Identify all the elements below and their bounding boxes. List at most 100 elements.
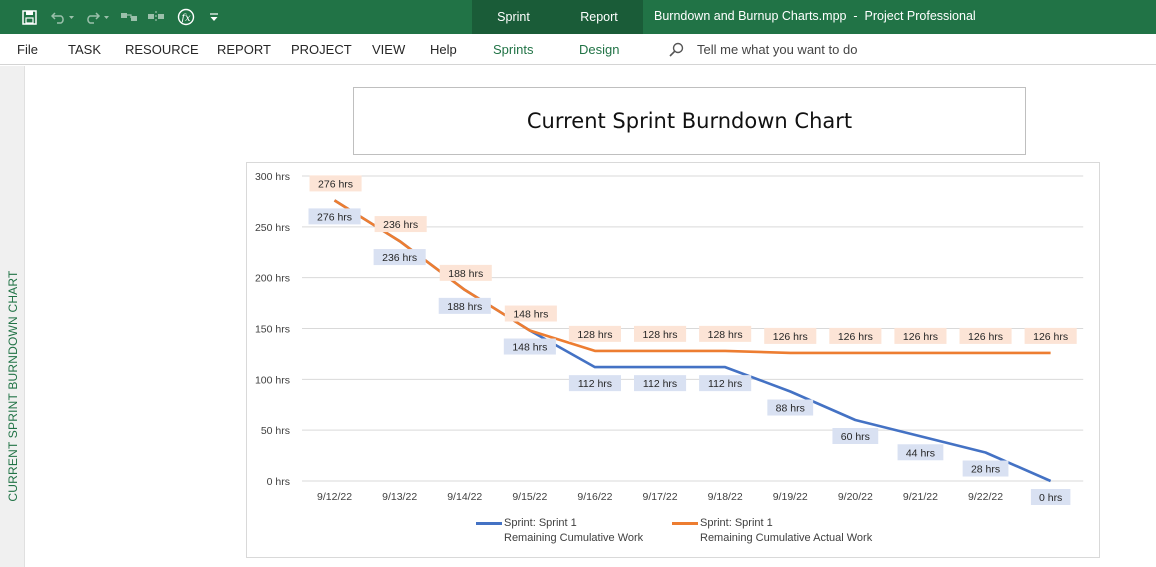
- unlink-icon[interactable]: [145, 6, 167, 28]
- view-label: CURRENT SPRINT BURNDOWN CHART: [3, 270, 23, 502]
- y-tick-label: 100 hrs: [255, 374, 290, 386]
- data-label-remaining-actual-work: 128 hrs: [577, 329, 612, 341]
- data-label-bg-remaining-work: [832, 428, 879, 444]
- svg-text:fx: fx: [180, 13, 191, 24]
- save-icon[interactable]: [18, 6, 40, 28]
- context-tab-sprint-tools[interactable]: Sprint Tools: [472, 0, 555, 58]
- link-icon[interactable]: [118, 6, 140, 28]
- data-label-bg-remaining-actual-work: [439, 264, 492, 281]
- data-label-remaining-work: 0 hrs: [1039, 492, 1062, 504]
- data-label-bg-remaining-work: [438, 297, 491, 314]
- data-label-remaining-actual-work: 126 hrs: [968, 331, 1003, 343]
- data-label-bg-remaining-work: [373, 249, 426, 266]
- data-label-bg-remaining-actual-work: [764, 327, 817, 344]
- data-label-bg-remaining-actual-work: [568, 325, 621, 342]
- data-label-bg-remaining-actual-work: [959, 327, 1012, 344]
- y-tick-label: 150 hrs: [255, 324, 290, 336]
- series-line-remaining-actual-work: [333, 199, 1051, 355]
- tab-report[interactable]: REPORT: [217, 42, 271, 57]
- undo-icon[interactable]: [48, 6, 78, 28]
- data-label-remaining-work: 236 hrs: [382, 252, 417, 264]
- x-tick-label: 9/12/22: [317, 491, 352, 503]
- title-bar: fx Sprint Tools Report Tools Burndown an…: [0, 0, 1156, 58]
- legend-label-line1: Sprint: Sprint 1: [504, 517, 577, 529]
- legend-label-line2: Remaining Cumulative Actual Work: [700, 532, 873, 544]
- formula-icon[interactable]: fx: [175, 6, 197, 28]
- tab-resource[interactable]: RESOURCE: [125, 42, 199, 57]
- tell-me-search[interactable]: Tell me what you want to do: [697, 42, 858, 57]
- data-label-remaining-work: 112 hrs: [708, 378, 742, 390]
- x-tick-label: 9/14/22: [447, 491, 482, 503]
- legend-remaining-work: Sprint: Sprint 1 Remaining Cumulative Wor…: [476, 516, 666, 548]
- data-label-bg-remaining-work: [308, 208, 361, 225]
- legend-swatch-remaining-work: [476, 522, 502, 525]
- data-label-remaining-actual-work: 148 hrs: [513, 309, 548, 321]
- data-label-remaining-actual-work: 128 hrs: [643, 329, 678, 341]
- tab-task[interactable]: TASK: [68, 42, 101, 57]
- tab-view[interactable]: VIEW: [372, 42, 406, 57]
- data-label-bg-remaining-actual-work: [894, 327, 947, 344]
- tab-file[interactable]: File: [17, 42, 38, 57]
- data-label-remaining-work: 88 hrs: [776, 403, 805, 415]
- data-label-bg-remaining-work: [699, 375, 752, 392]
- y-tick-label: 250 hrs: [255, 222, 290, 234]
- x-tick-label: 9/21/22: [903, 491, 938, 503]
- data-label-remaining-actual-work: 236 hrs: [383, 219, 418, 231]
- x-tick-label: 9/20/22: [838, 491, 873, 503]
- data-label-bg-remaining-work: [897, 444, 944, 461]
- legend-text-remaining-actual-work: Sprint: Sprint 1 Remaining Cumulative Act…: [700, 516, 872, 546]
- view-bar: [0, 66, 25, 567]
- y-tick-label: 0 hrs: [267, 476, 290, 488]
- data-label-bg-remaining-actual-work: [309, 175, 362, 192]
- data-label-bg-remaining-actual-work: [504, 305, 557, 322]
- redo-icon[interactable]: [83, 6, 113, 28]
- data-label-bg-remaining-work: [962, 460, 1009, 477]
- tab-design[interactable]: Design: [579, 42, 620, 57]
- data-label-remaining-work: 60 hrs: [841, 431, 870, 443]
- legend-swatch-remaining-actual-work: [672, 522, 698, 525]
- data-label-bg-remaining-actual-work: [374, 216, 427, 233]
- data-label-bg-remaining-actual-work: [699, 325, 752, 342]
- ribbon-tabs: File TASK RESOURCE REPORT PROJECT VIEW H…: [0, 34, 1156, 65]
- window-title: Burndown and Burnup Charts.mpp - Project…: [654, 9, 976, 23]
- chart-title-box[interactable]: Current Sprint Burndown Chart: [353, 87, 1026, 155]
- burndown-chart[interactable]: 0 hrs 50 hrs 100 hrs 150 hrs 200 hrs 250 hrs 3…: [246, 162, 1100, 558]
- tab-project[interactable]: PROJECT: [291, 42, 352, 57]
- data-label-remaining-work: 44 hrs: [906, 447, 935, 459]
- x-tick-label: 9/17/22: [643, 491, 678, 503]
- customize-icon[interactable]: [205, 6, 223, 28]
- tab-help[interactable]: Help: [430, 42, 457, 57]
- view-label-text: CURRENT SPRINT BURNDOWN CHART: [6, 270, 20, 502]
- legend-remaining-actual-work: Sprint: Sprint 1 Remaining Cumulative Act…: [672, 516, 902, 548]
- data-label-bg-remaining-actual-work: [634, 325, 687, 342]
- y-tick-label: 300 hrs: [255, 171, 290, 183]
- y-tick-label: 200 hrs: [255, 273, 290, 285]
- legend-text-remaining-work: Sprint: Sprint 1 Remaining Cumulative Wor…: [504, 516, 643, 546]
- data-label-remaining-actual-work: 126 hrs: [838, 331, 873, 343]
- data-label-bg-remaining-work: [503, 338, 556, 355]
- data-label-bg-remaining-work: [767, 399, 814, 416]
- context-tab-report-tools[interactable]: Report Tools: [555, 0, 643, 58]
- x-tick-label: 9/22/22: [968, 491, 1003, 503]
- y-tick-label: 50 hrs: [261, 425, 290, 437]
- x-tick-label: 9/18/22: [708, 491, 743, 503]
- data-label-remaining-work: 28 hrs: [971, 464, 1000, 476]
- data-label-bg-remaining-actual-work: [1024, 327, 1077, 344]
- data-label-remaining-actual-work: 126 hrs: [1033, 331, 1068, 343]
- data-label-remaining-work: 188 hrs: [447, 301, 482, 313]
- data-label-bg-remaining-actual-work: [829, 327, 882, 344]
- search-icon[interactable]: [668, 42, 684, 58]
- data-label-bg-remaining-work: [634, 375, 687, 392]
- data-label-remaining-work: 276 hrs: [317, 211, 352, 223]
- data-label-bg-remaining-work: [1030, 489, 1071, 505]
- data-label-remaining-actual-work: 188 hrs: [448, 268, 483, 280]
- data-label-remaining-actual-work: 276 hrs: [318, 178, 353, 190]
- data-label-remaining-work: 148 hrs: [512, 342, 547, 354]
- tab-sprints[interactable]: Sprints: [493, 42, 534, 57]
- data-label-remaining-actual-work: 126 hrs: [903, 331, 938, 343]
- data-label-bg-remaining-work: [568, 375, 621, 392]
- chart-title: Current Sprint Burndown Chart: [526, 109, 853, 133]
- x-tick-label: 9/13/22: [382, 491, 417, 503]
- legend-label-line1: Sprint: Sprint 1: [700, 517, 773, 529]
- data-label-remaining-work: 112 hrs: [643, 378, 677, 390]
